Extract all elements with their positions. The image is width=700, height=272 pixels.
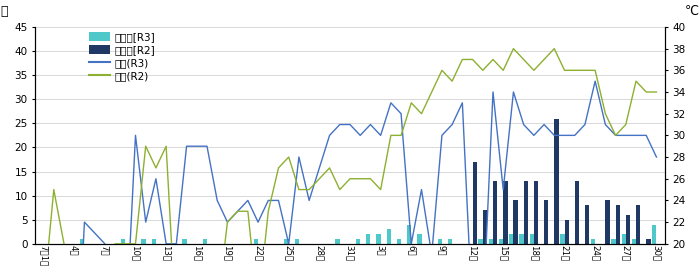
Bar: [152, 239, 156, 244]
Bar: [503, 181, 507, 244]
Bar: [575, 181, 579, 244]
Bar: [606, 200, 610, 244]
Bar: [483, 210, 487, 244]
Bar: [524, 181, 528, 244]
Bar: [560, 234, 564, 244]
Bar: [615, 205, 620, 244]
Text: ℃: ℃: [685, 5, 699, 18]
Bar: [509, 234, 513, 244]
Bar: [356, 239, 360, 244]
Bar: [646, 239, 650, 244]
Bar: [80, 239, 85, 244]
Bar: [611, 239, 615, 244]
Bar: [366, 234, 370, 244]
Bar: [499, 239, 503, 244]
Bar: [397, 239, 401, 244]
Bar: [295, 239, 299, 244]
Bar: [544, 200, 548, 244]
Bar: [631, 239, 636, 244]
Bar: [626, 215, 630, 244]
Bar: [473, 162, 477, 244]
Bar: [377, 234, 381, 244]
Bar: [254, 239, 258, 244]
Bar: [335, 239, 340, 244]
Bar: [284, 239, 288, 244]
Bar: [534, 181, 538, 244]
Bar: [652, 224, 657, 244]
Bar: [493, 181, 497, 244]
Bar: [182, 239, 187, 244]
Text: 人: 人: [1, 5, 8, 18]
Bar: [554, 119, 559, 244]
Bar: [448, 239, 452, 244]
Bar: [530, 234, 534, 244]
Bar: [636, 205, 641, 244]
Bar: [513, 200, 518, 244]
Bar: [519, 234, 524, 244]
Bar: [407, 224, 412, 244]
Bar: [121, 239, 125, 244]
Bar: [622, 234, 626, 244]
Bar: [585, 205, 589, 244]
Bar: [141, 239, 146, 244]
Bar: [203, 239, 207, 244]
Bar: [564, 220, 569, 244]
Bar: [386, 229, 391, 244]
Bar: [479, 239, 483, 244]
Bar: [489, 239, 493, 244]
Bar: [438, 239, 442, 244]
Bar: [417, 234, 421, 244]
Legend: 死亡者[R3], 死亡者[R2], 気温(R3), 気温(R2): 死亡者[R3], 死亡者[R2], 気温(R3), 気温(R2): [85, 28, 160, 85]
Bar: [591, 239, 595, 244]
